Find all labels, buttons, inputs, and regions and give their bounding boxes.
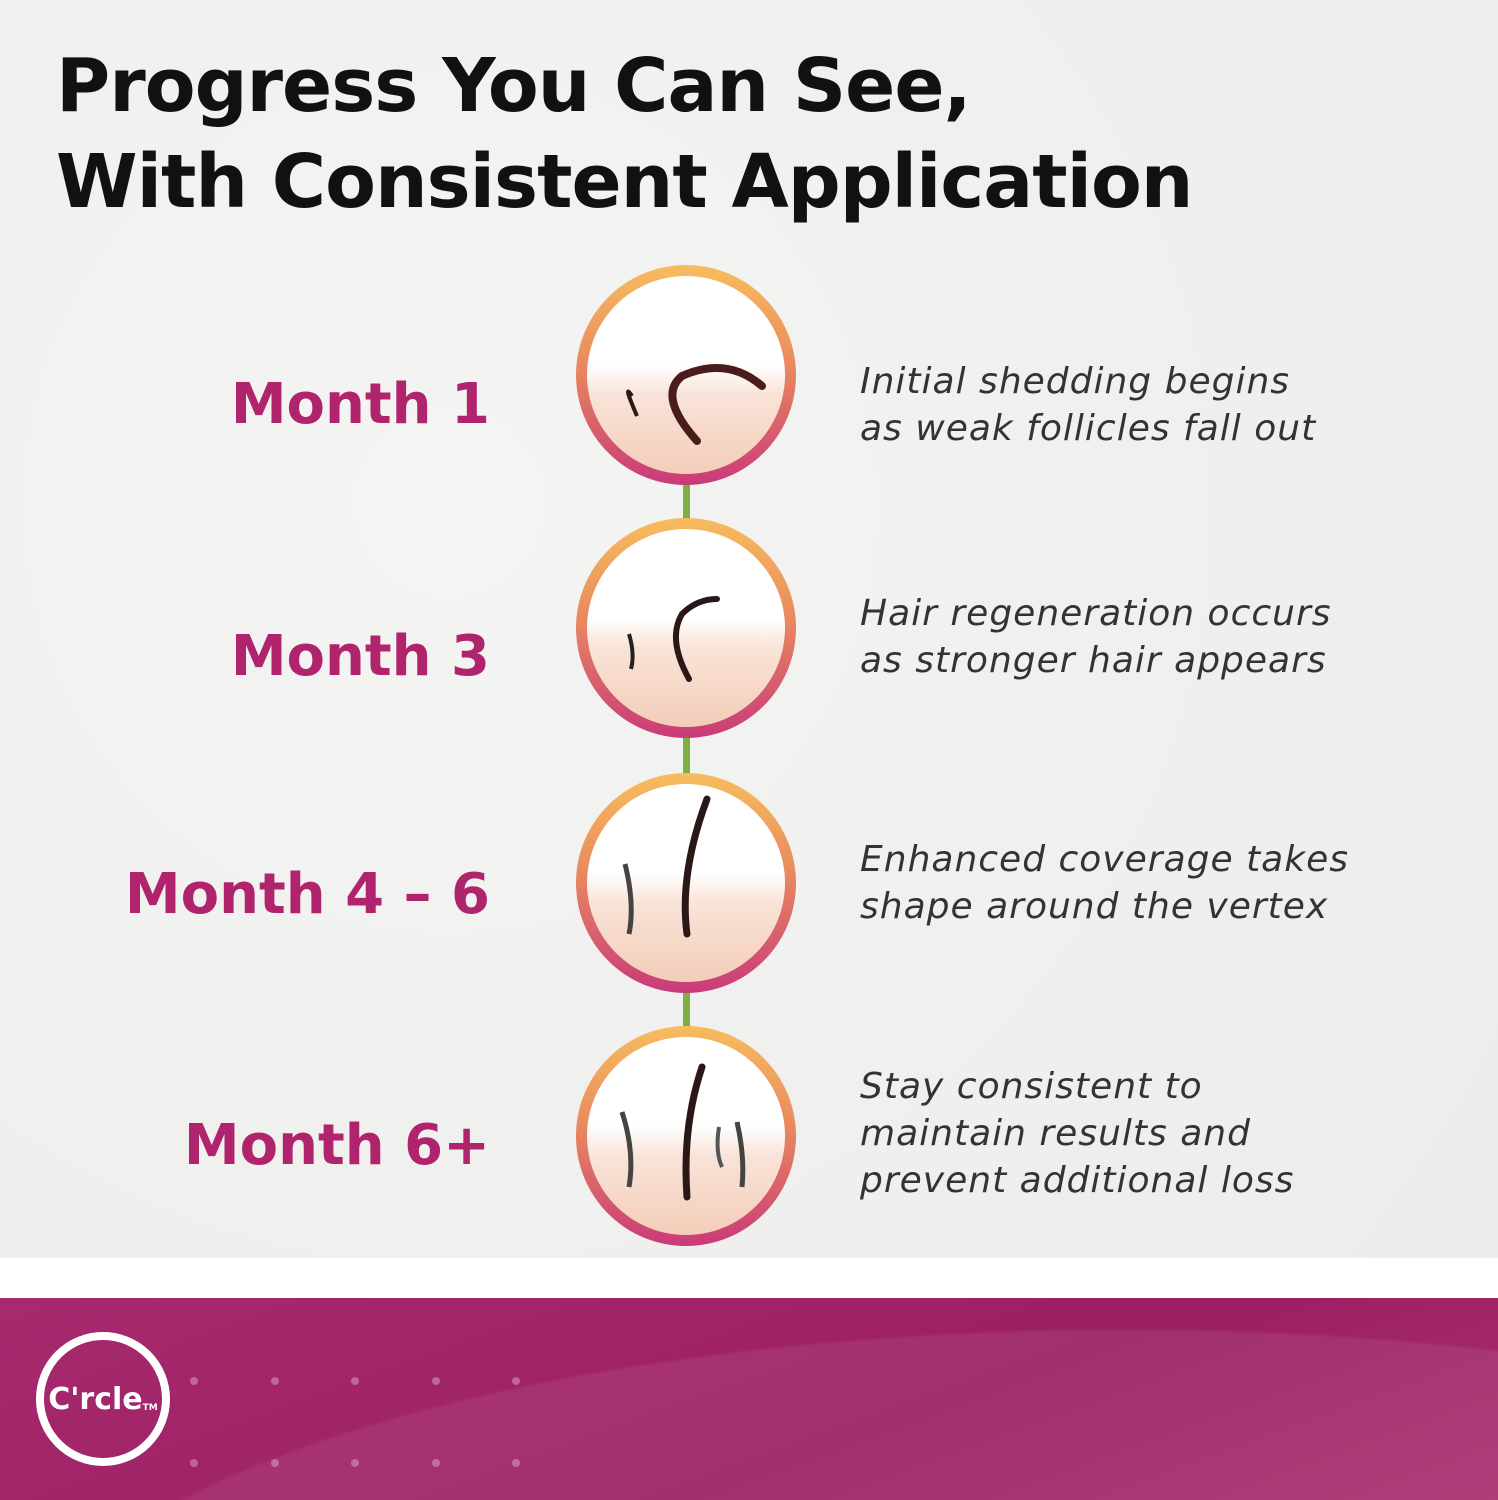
- hair-illustration-month-6-plus: [576, 1026, 796, 1246]
- desc-line: prevent additional loss: [860, 1160, 1295, 1201]
- hair-illustration-month-1: [576, 265, 796, 485]
- decorative-dot: [512, 1377, 520, 1385]
- desc-line: Hair regeneration occurs: [860, 593, 1332, 634]
- logo-text: C'rcle: [48, 1381, 143, 1417]
- decorative-dot: [271, 1377, 279, 1385]
- decorative-dot: [351, 1377, 359, 1385]
- decorative-dot: [512, 1459, 520, 1467]
- title-line-2: With Consistent Application: [56, 139, 1193, 225]
- step-label: Month 4 – 6: [124, 862, 490, 927]
- decorative-dot: [432, 1377, 440, 1385]
- timeline-connector: [683, 480, 690, 525]
- step-description: Initial shedding begins as weak follicles…: [860, 358, 1316, 452]
- decorative-swoosh: [0, 1298, 1498, 1500]
- trademark: TM: [142, 1403, 158, 1413]
- step-description: Stay consistent to maintain results and pr…: [860, 1063, 1294, 1204]
- desc-line: Initial shedding begins: [860, 361, 1291, 402]
- hair-illustration-month-3: [576, 518, 796, 738]
- desc-line: shape around the vertex: [860, 886, 1329, 927]
- desc-line: Enhanced coverage takes: [860, 839, 1349, 880]
- circle-logo: C'rcle TM: [36, 1332, 170, 1466]
- step-label: Month 6+: [183, 1113, 490, 1178]
- footer-banner: C'rcle TM: [0, 1298, 1498, 1500]
- desc-line: as weak follicles fall out: [860, 408, 1317, 449]
- timeline-connector: [683, 733, 690, 778]
- decorative-dot: [190, 1377, 198, 1385]
- step-label: Month 1: [230, 372, 490, 437]
- desc-line: maintain results and: [860, 1113, 1251, 1154]
- step-description: Hair regeneration occurs as stronger hair…: [860, 590, 1332, 684]
- timeline-connector: [683, 988, 690, 1033]
- decorative-dot: [351, 1459, 359, 1467]
- desc-line: as stronger hair appears: [860, 640, 1327, 681]
- step-description: Enhanced coverage takes shape around the …: [860, 836, 1349, 930]
- page-title: Progress You Can See, With Consistent Ap…: [56, 38, 1193, 230]
- hair-illustration-month-4-6: [576, 773, 796, 993]
- decorative-dot: [432, 1459, 440, 1467]
- title-line-1: Progress You Can See,: [56, 43, 972, 129]
- decorative-dot: [271, 1459, 279, 1467]
- decorative-dot: [190, 1459, 198, 1467]
- desc-line: Stay consistent to: [860, 1066, 1203, 1107]
- step-label: Month 3: [230, 624, 490, 689]
